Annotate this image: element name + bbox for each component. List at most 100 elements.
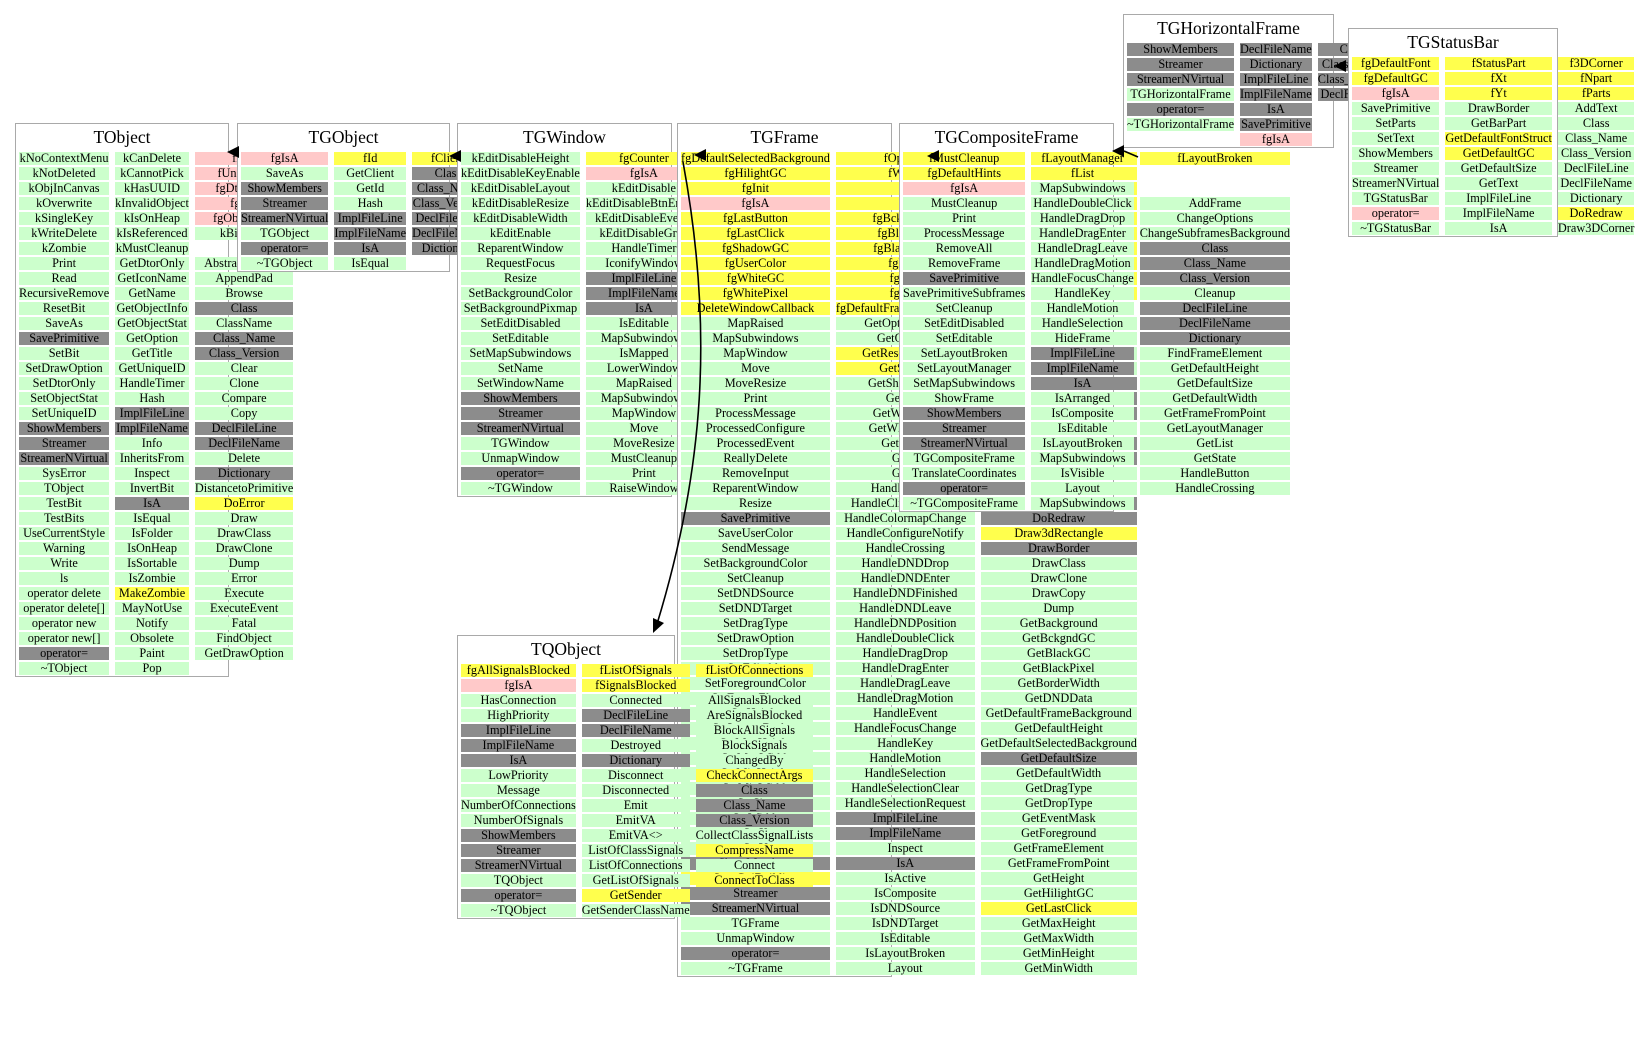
member-cell: SetLayoutManager xyxy=(900,361,1028,376)
member-label: HandleMotion xyxy=(1031,302,1134,315)
member-cell: SetMapSubwindows xyxy=(458,346,583,361)
member-cell: HandleMotion xyxy=(1028,301,1136,316)
member-cell: Dump xyxy=(192,556,296,571)
member-cell: RemoveInput xyxy=(678,466,833,481)
member-cell: Clone xyxy=(192,376,296,391)
member-cell: IsA xyxy=(331,241,409,256)
member-label: GetEventMask xyxy=(980,812,1137,825)
member-cell: IsA xyxy=(833,856,978,871)
member-label: CheckConnectArgs xyxy=(695,769,814,782)
member-label: Streamer xyxy=(19,437,110,450)
member-label: GetDefaultFrameBackground xyxy=(980,707,1137,720)
member-cell: Dictionary xyxy=(1137,331,1293,346)
member-cell: HandleDNDDrop xyxy=(833,556,978,571)
member-cell: HandleSelectionClear xyxy=(833,781,978,796)
member-cell: HandleDoubleClick xyxy=(1028,196,1136,211)
member-label: StreamerNVirtual xyxy=(461,859,576,872)
member-cell: Copy xyxy=(192,406,296,421)
member-label: DrawClass xyxy=(980,557,1137,570)
member-cell: Hash xyxy=(331,196,409,211)
member-cell: DrawClass xyxy=(192,526,296,541)
member-cell: SysError xyxy=(16,466,112,481)
member-label: Resize xyxy=(681,497,830,510)
member-cell: DrawClone xyxy=(978,571,1140,586)
member-cell: fgIsA xyxy=(1237,132,1315,147)
member-cell: HandleSelection xyxy=(1028,316,1136,331)
member-label: ClassName xyxy=(194,317,294,330)
class-box-tgcompositeframe: TGCompositeFrame fMustCleanup fLayoutManag… xyxy=(899,123,1290,512)
member-cell: MapSubwindows xyxy=(678,331,833,346)
member-grid: fMustCleanup fLayoutManager fLayoutBroken f… xyxy=(900,151,1290,511)
member-cell: HideFrame xyxy=(1028,331,1136,346)
member-cell xyxy=(1137,166,1293,181)
member-label: SetEditDisabled xyxy=(903,317,1026,330)
member-label: operator= xyxy=(1127,103,1235,116)
member-label: SysError xyxy=(19,467,110,480)
member-label: ImplFileName xyxy=(461,739,576,752)
member-cell: fgDefaultHints xyxy=(900,166,1028,181)
member-cell: Print xyxy=(900,211,1028,226)
member-cell xyxy=(192,661,296,676)
member-label: SetEditDisabled xyxy=(461,317,580,330)
member-cell: ImplFileName xyxy=(833,826,978,841)
member-cell: RemoveFrame xyxy=(900,256,1028,271)
member-cell xyxy=(693,888,817,903)
member-label: MustCleanup xyxy=(903,197,1026,210)
member-label: SetMapSubwindows xyxy=(461,347,580,360)
member-cell: DeclFileName xyxy=(192,436,296,451)
member-cell: IsDNDTarget xyxy=(833,916,978,931)
member-label: HandleTimer xyxy=(115,377,189,390)
member-cell: operator= xyxy=(16,646,112,661)
member-cell: ImplFileLine xyxy=(331,211,409,226)
member-label: Streamer xyxy=(1127,58,1235,71)
member-label: Connect xyxy=(695,859,814,872)
member-cell: fgHilightGC xyxy=(678,166,833,181)
member-cell: FindFrameElement xyxy=(1137,346,1293,361)
member-cell: kSingleKey xyxy=(16,211,112,226)
member-label: HandleSelectionRequest xyxy=(835,797,975,810)
member-cell: ProcessMessage xyxy=(678,406,833,421)
member-cell: HandleFocusChange xyxy=(833,721,978,736)
member-cell: Info xyxy=(112,436,192,451)
member-label: MakeZombie xyxy=(115,587,189,600)
member-label: fgDefaultHints xyxy=(903,167,1026,180)
member-label: fList xyxy=(1031,167,1134,180)
member-label: IsA xyxy=(1445,222,1552,235)
member-cell: HandleDNDEnter xyxy=(833,571,978,586)
member-label: Destroyed xyxy=(581,739,690,752)
member-label: IsA xyxy=(1240,103,1312,116)
member-cell: ls xyxy=(16,571,112,586)
member-label: Resize xyxy=(461,272,580,285)
member-label: RemoveInput xyxy=(681,467,830,480)
member-label: fgUserColor xyxy=(681,257,830,270)
class-box-tobject: TObjectkNoContextMenukCanDeletefBitskNot… xyxy=(15,123,294,677)
member-label: Emit xyxy=(581,799,690,812)
member-label: UnmapWindow xyxy=(681,932,830,945)
member-label: operator delete[] xyxy=(19,602,110,615)
member-label: GetHilightGC xyxy=(980,887,1137,900)
member-label: GetDefaultSize xyxy=(1139,377,1290,390)
member-label: IsA xyxy=(115,497,189,510)
member-cell: HandleSelection xyxy=(833,766,978,781)
member-cell: fId xyxy=(331,151,409,166)
member-cell: DeleteWindowCallback xyxy=(678,301,833,316)
member-cell: Cleanup xyxy=(1137,286,1293,301)
member-cell: fXt xyxy=(1442,71,1555,86)
member-label: GetTitle xyxy=(115,347,189,360)
member-cell: kEditDisableHeight xyxy=(458,151,583,166)
member-label: SavePrimitive xyxy=(1240,117,1312,131)
member-cell: Class_Version xyxy=(1555,146,1638,161)
member-cell: Class xyxy=(693,783,817,798)
member-label: ShowMembers xyxy=(241,182,329,195)
member-label: GetDefaultHeight xyxy=(1139,362,1290,375)
member-label: Streamer xyxy=(461,844,576,857)
member-label: fgCounter xyxy=(585,152,702,165)
member-label: fgIsA xyxy=(903,182,1026,195)
member-label: SetName xyxy=(461,362,580,375)
member-label: InvertBit xyxy=(115,482,189,495)
member-label: RemoveFrame xyxy=(903,257,1026,270)
member-cell: DrawBorder xyxy=(1442,101,1555,116)
member-cell: Clear xyxy=(192,361,296,376)
member-cell: fgShadowGC xyxy=(678,241,833,256)
member-label: Class xyxy=(1139,242,1290,255)
